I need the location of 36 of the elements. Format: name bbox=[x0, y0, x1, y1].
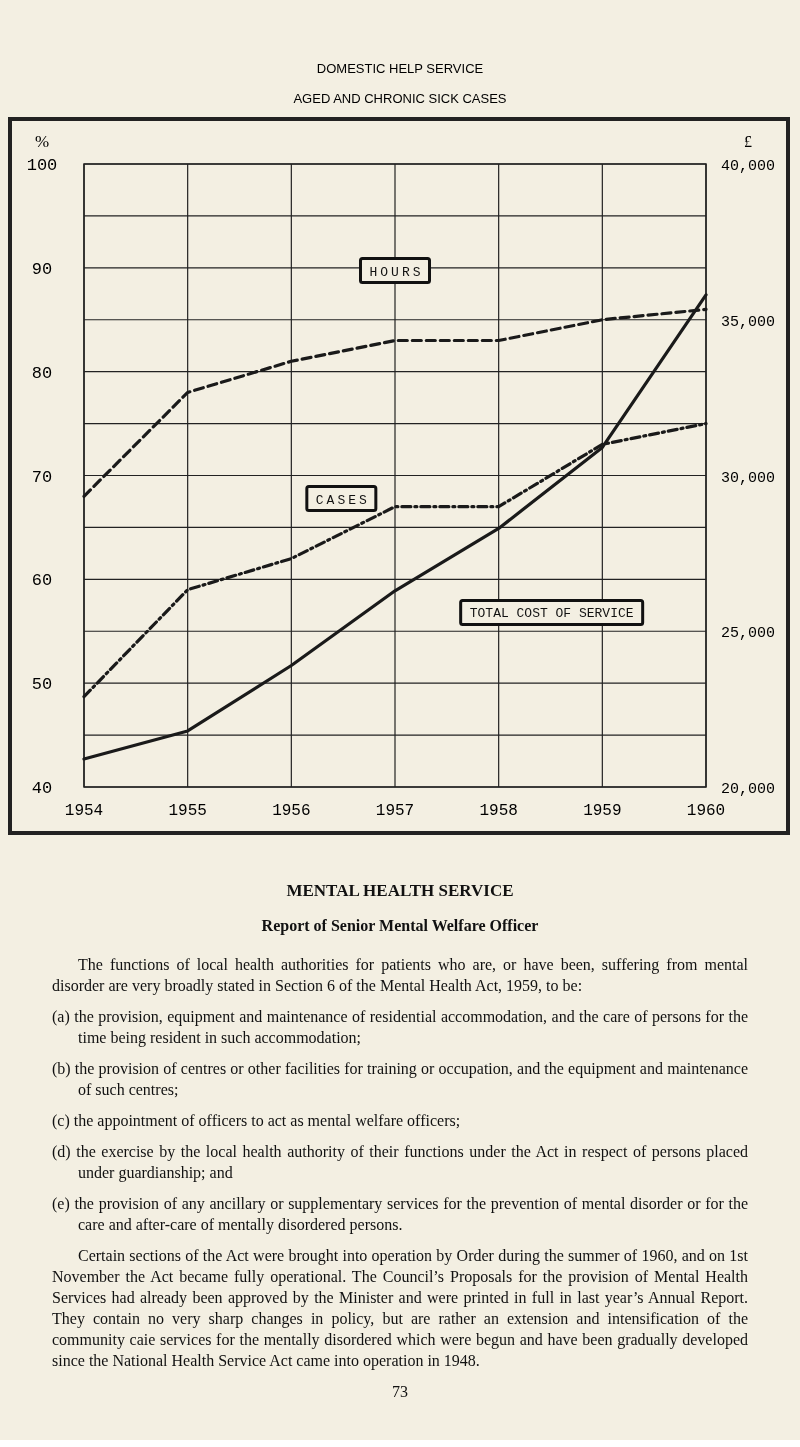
y-tick-label: 90 bbox=[31, 259, 53, 279]
text: MENTAL HEALTH SERVICE bbox=[285, 880, 515, 901]
chart-subtitle: AGED AND CHRONIC SICK CASES bbox=[293, 91, 507, 106]
text: TOTAL COST OF SERVICE bbox=[469, 606, 634, 622]
x-tick-label: 1960 bbox=[686, 802, 726, 820]
y-tick-label: 40 bbox=[31, 779, 53, 798]
y2-tick-label: 40,000 bbox=[720, 158, 776, 175]
y2-axis-title: £ bbox=[744, 133, 752, 150]
y-tick-label: 70 bbox=[31, 467, 53, 487]
x-tick-label: 1958 bbox=[479, 802, 518, 820]
y-tick-label: 50 bbox=[31, 675, 53, 695]
x-tick-label: 1959 bbox=[583, 802, 622, 820]
y-tick-label: 80 bbox=[31, 363, 53, 383]
y-tick-label: 100 bbox=[26, 156, 58, 175]
x-tick-label: 1955 bbox=[168, 802, 207, 820]
y2-tick-label: 35,000 bbox=[720, 313, 776, 331]
text: (d) the exercise by the local health authority of their functions under the Act in respect of persons placed under guardianship; and bbox=[52, 1142, 748, 1183]
x-tick-label: 1954 bbox=[64, 802, 104, 820]
text: 73 bbox=[391, 1382, 409, 1402]
text: The functions of local health authorities for patients who are, or have been, suffering from mental disorder are very broadly stated in Section 6 of the Mental Health Act, 1959, to be: bbox=[52, 955, 748, 996]
y2-tick-label: 25,000 bbox=[720, 625, 776, 643]
text: (a) the provision, equipment and maintenance of residential accommodation, and the care of persons for the time being resident in such accommodation; bbox=[52, 1007, 748, 1048]
chart-title: DOMESTIC HELP SERVICE bbox=[316, 61, 484, 76]
x-tick-label: 1957 bbox=[375, 802, 415, 820]
y2-tick-label: 20,000 bbox=[720, 781, 776, 798]
series-label: CASES bbox=[315, 492, 370, 508]
text: Report of Senior Mental Welfare Officer bbox=[260, 916, 540, 936]
text: (b) the provision of centres or other facilities for training or occupation, and the equipment and maintenance of such centres; bbox=[52, 1059, 748, 1100]
x-tick-label: 1956 bbox=[272, 802, 311, 820]
text: Certain sections of the Act were brought into operation by Order during the summer of 1960, and on 1st November the Act became fully operational. The Council’s Proposals for the provision of Mental Health Services had already been approved by the Minister and were printed in full in last year’s Annual Report. They contain no very sharp changes in policy, but are rather an extension and intensification of the community caie services for the mentally disordered which were begun and have been gradually developed since the National Health Service Act came into operation in 1948. bbox=[52, 1246, 748, 1371]
text: (c) the appointment of officers to act as mental welfare officers; bbox=[52, 1111, 462, 1131]
text: (e) the provision of any ancillary or supplementary services for the prevention of mental disorder or for the care and after-care of mentally disordered persons. bbox=[52, 1194, 748, 1235]
y-tick-label: 60 bbox=[31, 571, 53, 591]
y-axis-title: % bbox=[34, 132, 50, 151]
text: HOURS bbox=[369, 264, 424, 280]
y2-tick-label: 30,000 bbox=[720, 469, 776, 487]
